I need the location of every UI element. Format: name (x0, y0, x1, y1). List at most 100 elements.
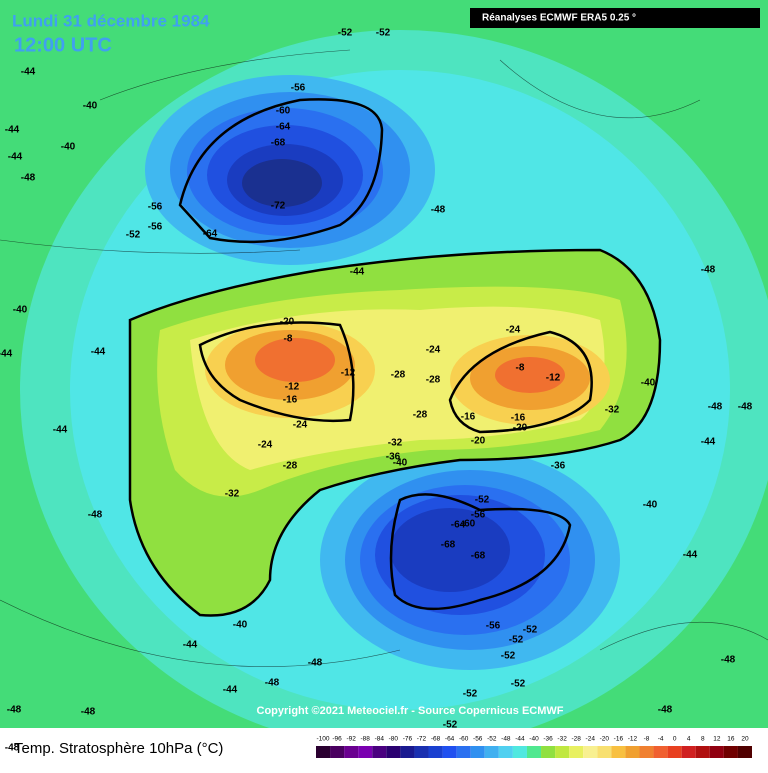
contour-line (128, 248, 662, 617)
colorbar-swatch (498, 746, 513, 758)
contour-label: -24 (293, 420, 308, 431)
contour-label: -40 (13, 305, 28, 316)
contour-label: -64 (276, 122, 291, 133)
contour-label: -44 (183, 640, 198, 651)
contour-label: -48 (88, 510, 103, 521)
contour-line (178, 98, 384, 244)
contour-label: -52 (126, 230, 141, 241)
colorbar-swatch (372, 746, 387, 758)
colorbar-swatch (358, 746, 373, 758)
colorbar-swatch (512, 746, 527, 758)
contour-label: -20 (471, 436, 486, 447)
colorbar-label: -52 (487, 736, 497, 743)
colorbar-swatch (653, 746, 668, 758)
contour-label: -40 (643, 500, 658, 511)
colorbar-label: -72 (417, 736, 427, 743)
warm-core (255, 338, 335, 382)
contour-label: -12 (341, 368, 356, 379)
contour-label: -56 (291, 83, 306, 94)
colorbar-swatch (667, 746, 682, 758)
colorbar-label: -76 (403, 736, 413, 743)
contour-label: -52 (511, 679, 526, 690)
vortex-core (242, 159, 322, 207)
contour-label: -44 (350, 267, 365, 278)
colorbar-label: -44 (515, 736, 525, 743)
colorbar-swatch (541, 746, 556, 758)
colorbar-swatch (456, 746, 471, 758)
colorbar-swatch (442, 746, 457, 758)
contour-label: -52 (509, 635, 524, 646)
colorbar-label: -16 (614, 736, 624, 743)
colorbar-label: -60 (459, 736, 469, 743)
colorbar-swatch (330, 746, 345, 758)
contour-label: -52 (376, 28, 391, 39)
contour-label: -44 (683, 550, 698, 561)
contour-line (198, 321, 355, 423)
contour-label: -52 (463, 689, 478, 700)
vortex-core (390, 508, 510, 592)
colorbar-swatch (611, 746, 626, 758)
contour-label: -48 (431, 205, 446, 216)
colorbar-swatch (344, 746, 359, 758)
contour-label: -48 (265, 678, 280, 689)
contour-label: -48 (701, 265, 716, 276)
contour-label: -44 (701, 437, 716, 448)
contour-label: -48 (5, 743, 20, 754)
warm-core (495, 357, 565, 393)
legend-title: Temp. Stratosphère 10hPa (°C) (14, 740, 223, 757)
colorbar: -100 -96 -92 -88 -84 -80 -76 -72 -68 -64 -60 -56 -52… (316, 736, 752, 758)
colorbar-swatch (414, 746, 429, 758)
contour-label: -24 (426, 345, 441, 356)
contour-label: -44 (8, 152, 23, 163)
contour-label: -36 (386, 452, 401, 463)
contour-label: -44 (5, 125, 20, 136)
colorbar-label: -40 (529, 736, 539, 743)
colorbar-label: -92 (346, 736, 356, 743)
contour-label: -32 (225, 489, 240, 500)
contour-label: -12 (546, 373, 561, 384)
colorbar-label: -84 (375, 736, 385, 743)
source-box (470, 8, 760, 28)
colorbar-swatch (569, 746, 584, 758)
contour-label: -24 (506, 325, 521, 336)
colorbar-swatch (625, 746, 640, 758)
colorbar-label: -56 (473, 736, 483, 743)
contour-label: -44 (223, 685, 238, 696)
contour-label: -44 (53, 425, 68, 436)
contour-labels: -52 -52-56-60-64-68-72-64-56-56-52-44-44-… (0, 28, 753, 754)
colorbar-swatch (470, 746, 485, 758)
contour-label: -48 (7, 705, 22, 716)
contour-label: -8 (516, 363, 525, 374)
colorbar-label: -68 (431, 736, 441, 743)
colorbar-label: -88 (361, 736, 371, 743)
contour-label: -28 (391, 370, 406, 381)
colorbar-label: 8 (701, 736, 705, 743)
contour-label: -28 (283, 461, 298, 472)
colorbar-label: -12 (628, 736, 638, 743)
contour-label: -28 (413, 410, 428, 421)
colorbar-label: 12 (713, 736, 721, 743)
contour-label: -16 (283, 395, 298, 406)
colorbar-label: -100 (317, 736, 330, 743)
contour-label: -56 (486, 621, 501, 632)
contour-label: -52 (523, 625, 538, 636)
contour-label: -48 (658, 705, 673, 716)
colorbar-swatch (737, 746, 752, 758)
colorbar-swatch (681, 746, 696, 758)
contour-label: -12 (285, 382, 300, 393)
time-label: 12:00 UTC (14, 34, 112, 56)
colorbar-swatch (400, 746, 415, 758)
contour-line (448, 330, 593, 434)
contour-label: -52 (443, 720, 458, 731)
contour-label: -60 (461, 519, 476, 530)
source-label: Réanalyses ECMWF ERA5 0.25 ° (482, 13, 636, 24)
contour-label: -48 (708, 402, 723, 413)
colorbar-swatch (316, 746, 331, 758)
contour-label: -40 (393, 458, 408, 469)
colorbar-label: -96 (332, 736, 342, 743)
contour-label: -40 (61, 142, 76, 153)
colorbar-swatch (428, 746, 443, 758)
contour-label: -64 (203, 229, 218, 240)
colorbar-label: 16 (727, 736, 735, 743)
